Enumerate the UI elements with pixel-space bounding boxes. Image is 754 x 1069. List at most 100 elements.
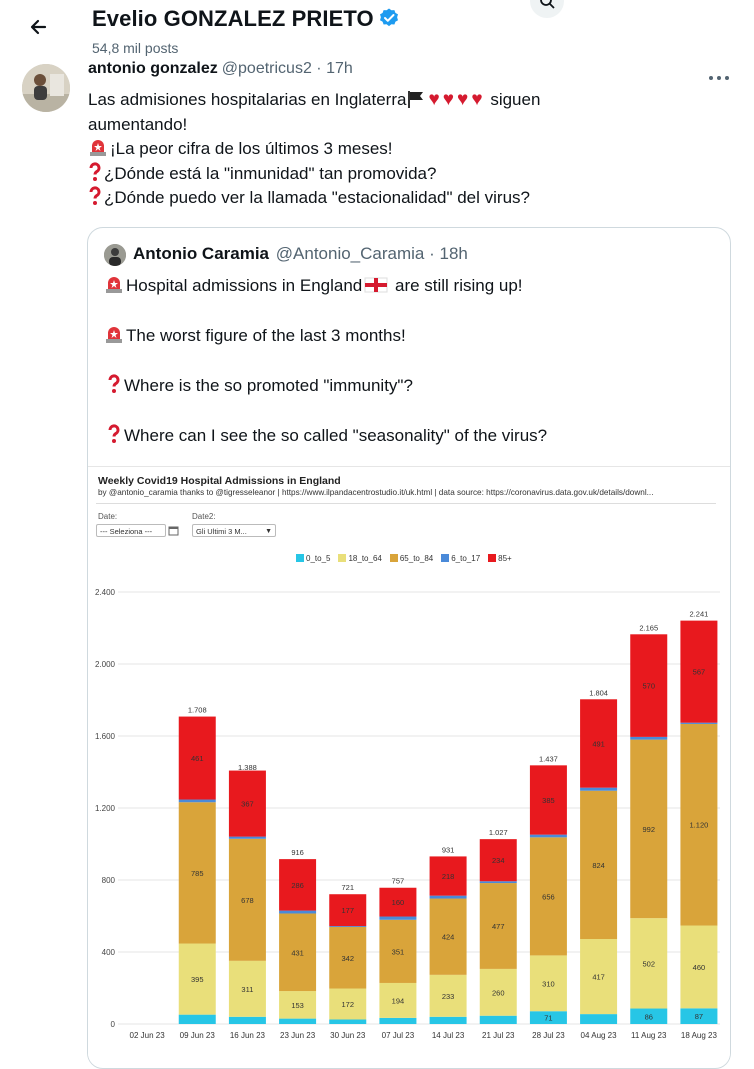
y-tick-label: 800	[102, 876, 116, 885]
data-label: 86	[645, 1012, 653, 1021]
x-tick-label: 04 Aug 23	[581, 1031, 618, 1040]
bar-segment-85plus	[279, 859, 317, 911]
bar-segment-85plus	[329, 894, 367, 927]
data-label: 656	[542, 892, 555, 901]
quote-paragraph-1: Hospital admissions in England are still…	[104, 274, 523, 296]
bar-segment-18_to_64	[379, 982, 417, 1018]
bar-segment-18_to_64	[580, 939, 618, 1015]
bar-segment-65_to_84	[680, 723, 718, 926]
date2-filter-select[interactable]: Gli Ultimi 3 M... ▼	[192, 524, 276, 537]
data-label: 395	[191, 975, 204, 984]
bar-segment-6_to_17	[329, 926, 367, 927]
bar-segment-65_to_84	[279, 913, 317, 992]
author-name[interactable]: antonio gonzalez	[88, 60, 218, 77]
quote-author-handle[interactable]: @Antonio_Caramia	[275, 244, 425, 263]
y-tick-label: 400	[102, 948, 116, 957]
bar-segment-18_to_64	[529, 955, 567, 1012]
data-label: 477	[492, 922, 505, 931]
x-tick-label: 16 Jun 23	[230, 1031, 266, 1040]
back-button[interactable]	[22, 10, 56, 44]
heart-icon: ♥	[457, 89, 469, 110]
bar-segment-85plus	[178, 716, 216, 800]
data-label: 570	[642, 682, 655, 691]
legend-swatch	[296, 554, 304, 562]
date-filter-select[interactable]: --- Seleziona ---	[96, 524, 166, 537]
legend-item[interactable]: 6_to_17	[441, 554, 480, 563]
bar-segment-65_to_84	[178, 802, 216, 944]
total-label: 1.437	[539, 754, 558, 763]
bar-segment-6_to_17	[479, 881, 517, 884]
bar-segment-0_to_5	[228, 1016, 266, 1024]
data-label: 785	[191, 869, 204, 878]
bar-segment-85plus	[529, 765, 567, 835]
avatar-photo	[22, 64, 70, 112]
total-label: 2.165	[639, 623, 658, 632]
bar-segment-0_to_5	[630, 1008, 668, 1024]
data-label: 160	[392, 898, 405, 907]
quote-avatar-photo	[104, 244, 126, 266]
bar-segment-85plus	[228, 770, 266, 837]
question-mark-icon	[89, 186, 101, 205]
quote-paragraph-4: Where can I see the so called "seasonali…	[106, 424, 547, 446]
quoted-tweet[interactable]: Antonio Caramia @Antonio_Caramia · 18h H…	[87, 227, 731, 1069]
x-tick-label: 14 Jul 23	[432, 1031, 465, 1040]
data-label: 342	[341, 954, 354, 963]
author-handle[interactable]: @poetricus2	[221, 60, 312, 77]
question-mark-icon	[108, 374, 120, 393]
chart-subtitle: by @antonio_caramia thanks to @tigressel…	[98, 488, 654, 497]
search-button[interactable]	[530, 0, 564, 18]
total-label: 757	[392, 877, 405, 886]
bar-segment-85plus	[479, 839, 517, 882]
legend-swatch	[338, 554, 347, 562]
quote-paragraph-2: The worst figure of the last 3 months!	[104, 324, 406, 346]
total-label: 1.388	[238, 763, 257, 772]
legend-swatch	[389, 554, 398, 562]
quote-author-name[interactable]: Antonio Caramia	[133, 244, 270, 263]
data-label: 824	[592, 861, 605, 870]
data-label: 678	[241, 896, 254, 905]
bar-segment-0_to_5	[479, 1015, 517, 1024]
tweet-text: Las admisiones hospitalarias en Inglater…	[88, 89, 541, 207]
data-label: 234	[492, 856, 505, 865]
total-label: 2.241	[690, 610, 709, 619]
data-label: 417	[592, 973, 605, 982]
legend-label: 6_to_17	[451, 554, 481, 563]
data-label: 194	[392, 996, 405, 1005]
divider	[96, 503, 716, 504]
x-tick-label: 18 Aug 23	[681, 1031, 718, 1040]
bar-segment-65_to_84	[630, 739, 668, 919]
question-mark-icon	[89, 161, 101, 181]
bar-segment-0_to_5	[279, 1018, 317, 1024]
bar-segment-65_to_84	[329, 926, 367, 989]
date-filter-label: Date:	[98, 512, 118, 521]
more-options-button[interactable]	[708, 70, 730, 88]
data-label: 71	[544, 1014, 552, 1023]
avatar[interactable]	[22, 64, 70, 112]
bar-segment-85plus	[379, 887, 417, 917]
black-flag-icon	[408, 91, 424, 108]
y-tick-label: 2.400	[95, 588, 116, 597]
legend-item[interactable]: 65_to_84	[389, 554, 434, 563]
tweet-time[interactable]: · 17h	[316, 60, 353, 77]
bar-segment-85plus	[580, 699, 618, 788]
question-mark-icon	[108, 424, 120, 443]
y-tick-label: 1.600	[95, 732, 116, 741]
bar-segment-18_to_64	[279, 991, 317, 1019]
legend-label: 85+	[498, 554, 512, 563]
legend-item[interactable]: 85+	[488, 554, 512, 563]
dropdown-arrow-icon: ▼	[265, 528, 272, 535]
legend-label: 65_to_84	[399, 554, 434, 563]
calendar-icon[interactable]	[168, 525, 179, 536]
legend-swatch	[488, 554, 497, 562]
bar-segment-65_to_84	[529, 837, 567, 956]
chart-image[interactable]: Weekly Covid19 Hospital Admissions in En…	[88, 466, 730, 1067]
quote-avatar[interactable]	[104, 244, 126, 266]
x-tick-label: 21 Jul 23	[482, 1031, 515, 1040]
total-label: 931	[442, 845, 455, 854]
quote-time[interactable]: · 18h	[429, 244, 468, 263]
legend-item[interactable]: 18_to_64	[338, 554, 382, 563]
quote-header: Antonio Caramia @Antonio_Caramia · 18h	[133, 244, 468, 264]
legend-item[interactable]: 0_to_5	[296, 554, 330, 563]
data-label: 431	[291, 948, 304, 957]
total-label: 916	[291, 848, 304, 857]
